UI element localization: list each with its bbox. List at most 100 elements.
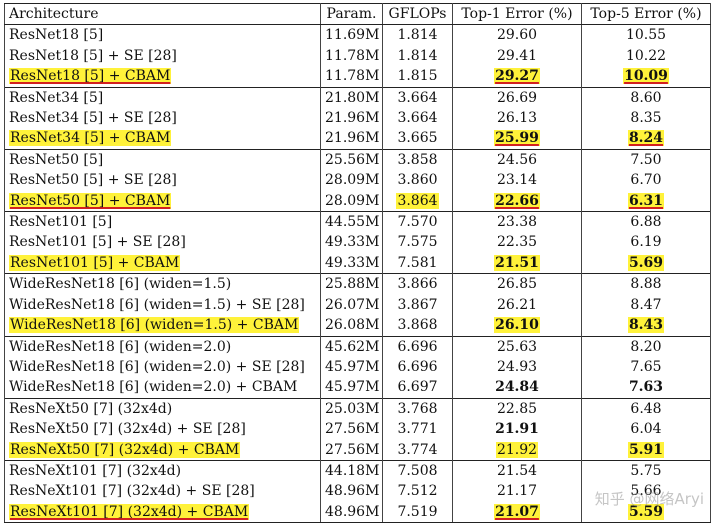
cell-top1-error-text: 24.56: [496, 151, 538, 168]
cell-top1-error: 21.51: [452, 252, 582, 274]
cell-architecture-text: ResNet18 [5] + CBAM: [9, 68, 172, 85]
cell-param: 11.69M: [320, 24, 383, 46]
cell-top5-error-text: 6.04: [630, 421, 662, 438]
cell-architecture-text: ResNet101 [5]: [9, 214, 113, 231]
cell-gflops: 3.768: [382, 397, 453, 420]
cell-top1-error-text: 22.35: [496, 234, 538, 251]
cell-top1-error-text: 26.85: [496, 276, 538, 293]
cell-param-text: 48.96M: [325, 483, 380, 500]
cell-architecture-text: ResNeXt101 [7] (32x4d): [9, 462, 182, 479]
cell-top5-error: 6.19: [581, 232, 711, 253]
cell-gflops: 3.858: [382, 148, 453, 171]
cell-architecture: ResNet34 [5] + CBAM: [4, 128, 321, 150]
cell-top5-error-text: 5.91: [627, 441, 665, 458]
cell-param-text: 48.96M: [325, 503, 380, 520]
cell-top1-error-text: 23.38: [496, 214, 538, 231]
table-row: ResNet34 [5] 21.80M 3.664 26.69 8.60: [4, 86, 711, 109]
cell-param-text: 26.08M: [325, 317, 380, 334]
cell-gflops-text: 7.508: [397, 462, 438, 479]
table-row: WideResNet18 [6] (widen=1.5) + CBAM 26.08…: [4, 315, 711, 336]
cell-top1-error: 25.99: [452, 128, 582, 150]
cell-top5-error: 8.60: [581, 86, 711, 109]
cell-param-text: 28.09M: [325, 192, 380, 209]
cell-param: 27.56M: [320, 419, 383, 440]
table-row: ResNet18 [5] + SE [28] 11.78M 1.814 29.41 10…: [4, 45, 711, 67]
cell-top5-error-text: 6.31: [627, 192, 665, 209]
cell-top1-error: 22.85: [452, 397, 582, 420]
cell-top5-error: 6.48: [581, 397, 711, 420]
cell-top1-error: 21.91: [452, 419, 582, 440]
cell-architecture-text: ResNet34 [5] + CBAM: [9, 130, 172, 147]
cell-architecture: ResNeXt101 [7] (32x4d) + CBAM: [4, 501, 321, 524]
cell-gflops-text: 1.814: [397, 47, 438, 64]
table-row: WideResNet18 [6] (widen=2.0) 45.62M 6.696 2…: [4, 335, 711, 357]
cell-gflops-text: 6.696: [397, 338, 438, 355]
cell-top5-error: 10.09: [581, 66, 711, 88]
cell-top5-error-text: 8.60: [630, 89, 662, 106]
cell-top5-error-text: 5.69: [627, 254, 665, 271]
cell-gflops-text: 6.696: [397, 358, 438, 375]
cell-top5-error-text: 7.65: [630, 358, 662, 375]
cell-architecture-text: ResNet101 [5] + SE [28]: [9, 234, 186, 251]
cell-param: 25.88M: [320, 273, 383, 295]
cell-gflops: 6.697: [382, 377, 453, 399]
cell-gflops: 3.774: [382, 439, 453, 461]
cell-architecture: ResNeXt50 [7] (32x4d) + SE [28]: [4, 419, 321, 440]
cell-top1-error: 23.38: [452, 211, 582, 233]
table-row: ResNet50 [5] + CBAM 28.09M 3.864 22.66 6.31: [4, 190, 711, 212]
cell-top5-error: 5.75: [581, 459, 711, 482]
cell-architecture: ResNet50 [5] + SE [28]: [4, 170, 321, 191]
cell-top1-error-text: 21.92: [495, 441, 539, 458]
cell-architecture: WideResNet18 [6] (widen=2.0): [4, 335, 321, 357]
cell-top5-error-text: 7.50: [630, 151, 662, 168]
cell-top5-error-text: 6.19: [630, 234, 662, 251]
cell-top1-error: 29.27: [452, 66, 582, 88]
cell-top1-error-text: 21.54: [496, 462, 538, 479]
cell-gflops-text: 6.697: [397, 379, 438, 396]
cell-param-text: 21.80M: [325, 89, 380, 106]
cell-top1-error: 24.56: [452, 148, 582, 171]
header-param: Param.: [320, 2, 383, 26]
cell-top5-error-text: 5.66: [630, 483, 662, 500]
cell-top1-error: 21.07: [452, 501, 582, 524]
cell-architecture: ResNeXt101 [7] (32x4d) + SE [28]: [4, 481, 321, 502]
table-row: ResNet18 [5] 11.69M 1.814 29.60 10.55: [4, 24, 711, 46]
cell-architecture-text: ResNet101 [5] + CBAM: [9, 254, 181, 271]
table-row: WideResNet18 [6] (widen=1.5) 25.88M 3.866 2…: [4, 273, 711, 295]
cell-top1-error: 26.10: [452, 315, 582, 336]
cell-param: 21.80M: [320, 86, 383, 109]
cell-architecture: WideResNet18 [6] (widen=1.5) + SE [28]: [4, 294, 321, 316]
cell-param: 26.07M: [320, 294, 383, 316]
cell-top5-error: 8.43: [581, 315, 711, 336]
cell-top1-error-text: 24.93: [496, 358, 538, 375]
cell-top1-error-text: 22.66: [494, 192, 540, 209]
cell-architecture-text: WideResNet18 [6] (widen=1.5) + SE [28]: [9, 296, 305, 313]
cell-gflops: 7.575: [382, 232, 453, 253]
header-architecture: Architecture: [4, 2, 321, 26]
cell-architecture: WideResNet18 [6] (widen=1.5) + CBAM: [4, 315, 321, 336]
cell-top5-error: 8.47: [581, 294, 711, 316]
cell-top1-error-text: 26.21: [496, 296, 538, 313]
cell-gflops-text: 7.519: [397, 503, 438, 520]
cell-top1-error: 22.35: [452, 232, 582, 253]
cell-architecture-text: ResNeXt101 [7] (32x4d) + CBAM: [9, 503, 250, 520]
cell-architecture-text: ResNet34 [5] + SE [28]: [9, 110, 177, 127]
table-row: WideResNet18 [6] (widen=2.0) + SE [28] 45…: [4, 356, 711, 378]
cell-top1-error-text: 29.60: [496, 27, 538, 44]
cell-gflops-text: 3.866: [397, 276, 438, 293]
cell-top1-error-text: 26.69: [496, 89, 538, 106]
table-row: ResNet34 [5] + CBAM 21.96M 3.665 25.99 8.24: [4, 128, 711, 150]
cell-param-text: 25.03M: [325, 400, 380, 417]
cell-architecture-text: WideResNet18 [6] (widen=2.0) + SE [28]: [9, 358, 305, 375]
cell-param: 11.78M: [320, 45, 383, 67]
cell-param: 49.33M: [320, 252, 383, 274]
cell-param-text: 49.33M: [325, 254, 380, 271]
cell-architecture-text: WideResNet18 [6] (widen=1.5) + CBAM: [9, 317, 300, 334]
cell-gflops: 6.696: [382, 335, 453, 357]
table-row: ResNeXt101 [7] (32x4d) + SE [28] 48.96M 7.…: [4, 481, 711, 502]
header-top5: Top-5 Error (%): [581, 2, 711, 26]
cell-param: 27.56M: [320, 439, 383, 461]
cell-gflops-text: 3.860: [397, 172, 438, 189]
cell-top5-error-text: 10.55: [625, 27, 667, 44]
cell-param: 48.96M: [320, 481, 383, 502]
